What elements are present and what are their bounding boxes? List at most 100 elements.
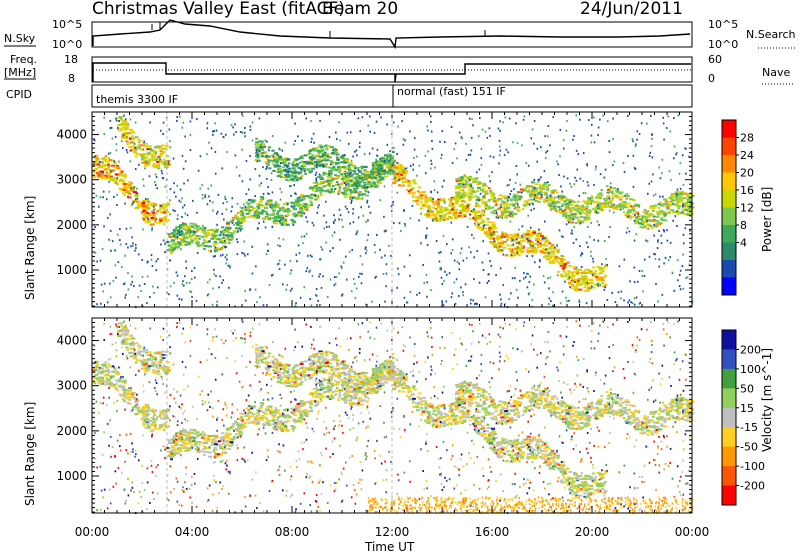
- power-echo-cell: [543, 181, 548, 184]
- power-echo-cell: [206, 245, 210, 248]
- power-noise-cell: [672, 219, 674, 222]
- power-noise-cell: [533, 119, 536, 122]
- power-echo-cell: [115, 165, 119, 168]
- power-echo-cell: [127, 196, 132, 199]
- power-echo-cell: [616, 204, 621, 207]
- power-echo-cell: [113, 177, 118, 180]
- power-echo-cell: [273, 164, 278, 167]
- power-echo-cell: [576, 268, 581, 271]
- power-noise-cell: [333, 284, 336, 287]
- power-noise-cell: [677, 279, 679, 282]
- power-echo-cell: [682, 204, 686, 207]
- power-noise-cell: [361, 272, 363, 275]
- power-noise-cell: [154, 173, 157, 176]
- power-echo-cell: [276, 210, 281, 213]
- power-echo-cell: [485, 185, 488, 188]
- power-noise-cell: [244, 205, 247, 208]
- power-noise-cell: [498, 139, 501, 142]
- power-noise-cell: [396, 286, 399, 289]
- power-noise-cell: [569, 286, 571, 289]
- power-echo-cell: [371, 171, 375, 174]
- power-noise-cell: [472, 216, 475, 219]
- power-noise-cell: [249, 125, 252, 128]
- power-noise-cell: [124, 296, 127, 299]
- power-echo-cell: [504, 254, 508, 257]
- power-noise-cell: [189, 120, 192, 123]
- power-echo-cell: [542, 185, 547, 188]
- power-echo-cell: [555, 260, 558, 263]
- power-echo-cell: [101, 172, 104, 175]
- power-echo-cell: [299, 210, 303, 213]
- power-noise-cell: [435, 240, 438, 243]
- power-noise-cell: [244, 126, 246, 129]
- power-echo-cell: [334, 177, 338, 180]
- power-echo-cell: [665, 203, 670, 206]
- power-echo-cell: [203, 241, 207, 244]
- power-noise-cell: [320, 246, 322, 249]
- power-echo-cell: [535, 235, 539, 238]
- power-noise-cell: [556, 274, 559, 277]
- power-echo-cell: [213, 234, 217, 237]
- power-noise-cell: [289, 289, 292, 292]
- power-echo-cell: [445, 209, 449, 212]
- power-echo-cell: [353, 167, 357, 170]
- power-echo-cell: [636, 218, 640, 221]
- power-echo-cell: [105, 171, 109, 174]
- power-noise-cell: [323, 145, 326, 148]
- power-noise-cell: [391, 164, 394, 167]
- power-noise-cell: [411, 204, 414, 207]
- power-echo-cell: [526, 249, 529, 252]
- power-echo-cell: [561, 195, 566, 198]
- power-noise-cell: [214, 250, 217, 253]
- power-echo-cell: [386, 155, 391, 158]
- power-noise-cell: [134, 249, 136, 252]
- power-echo-cell: [523, 200, 528, 203]
- power-echo-cell: [434, 207, 438, 210]
- power-echo-cell: [481, 188, 485, 191]
- power-echo-cell: [603, 284, 608, 287]
- power-echo-cell: [343, 160, 347, 163]
- power-echo-cell: [293, 169, 296, 172]
- power-echo-cell: [464, 209, 467, 212]
- power-echo-cell: [354, 184, 359, 187]
- power-echo-cell: [412, 199, 417, 202]
- power-noise-cell: [325, 221, 328, 224]
- power-noise-cell: [571, 229, 573, 232]
- power-noise-cell: [486, 281, 489, 284]
- power-noise-cell: [295, 170, 297, 173]
- power-noise-cell: [640, 122, 643, 125]
- power-noise-cell: [383, 160, 386, 163]
- power-echo-cell: [688, 195, 693, 198]
- power-echo-cell: [482, 183, 486, 186]
- power-noise-cell: [314, 293, 317, 296]
- power-echo-cell: [308, 157, 312, 160]
- power-echo-cell: [472, 191, 477, 194]
- power-noise-cell: [270, 172, 273, 175]
- power-echo-cell: [389, 154, 393, 157]
- power-echo-cell: [146, 163, 150, 166]
- power-noise-cell: [276, 263, 279, 266]
- power-echo-cell: [324, 163, 328, 166]
- power-echo-cell: [226, 229, 229, 232]
- power-echo-cell: [537, 243, 540, 246]
- power-noise-cell: [353, 150, 356, 153]
- power-noise-cell: [458, 131, 461, 134]
- power-noise-cell: [635, 296, 638, 299]
- power-echo-cell: [337, 165, 341, 168]
- power-echo-cell: [258, 140, 261, 143]
- power-echo-cell: [296, 199, 300, 202]
- freq-line: [92, 62, 691, 83]
- power-noise-cell: [319, 119, 321, 122]
- power-noise-cell: [490, 264, 493, 267]
- power-noise-cell: [435, 219, 438, 222]
- power-echo-cell: [161, 150, 166, 153]
- power-echo-cell: [107, 165, 111, 168]
- power-echo-cell: [377, 162, 381, 165]
- power-echo-cell: [550, 206, 554, 209]
- power-echo-cell: [368, 176, 372, 179]
- power-echo-cell: [118, 171, 122, 174]
- power-echo-cell: [282, 166, 285, 169]
- power-echo-cell: [187, 226, 192, 229]
- power-echo-cell: [361, 193, 366, 196]
- power-echo-cell: [270, 203, 274, 206]
